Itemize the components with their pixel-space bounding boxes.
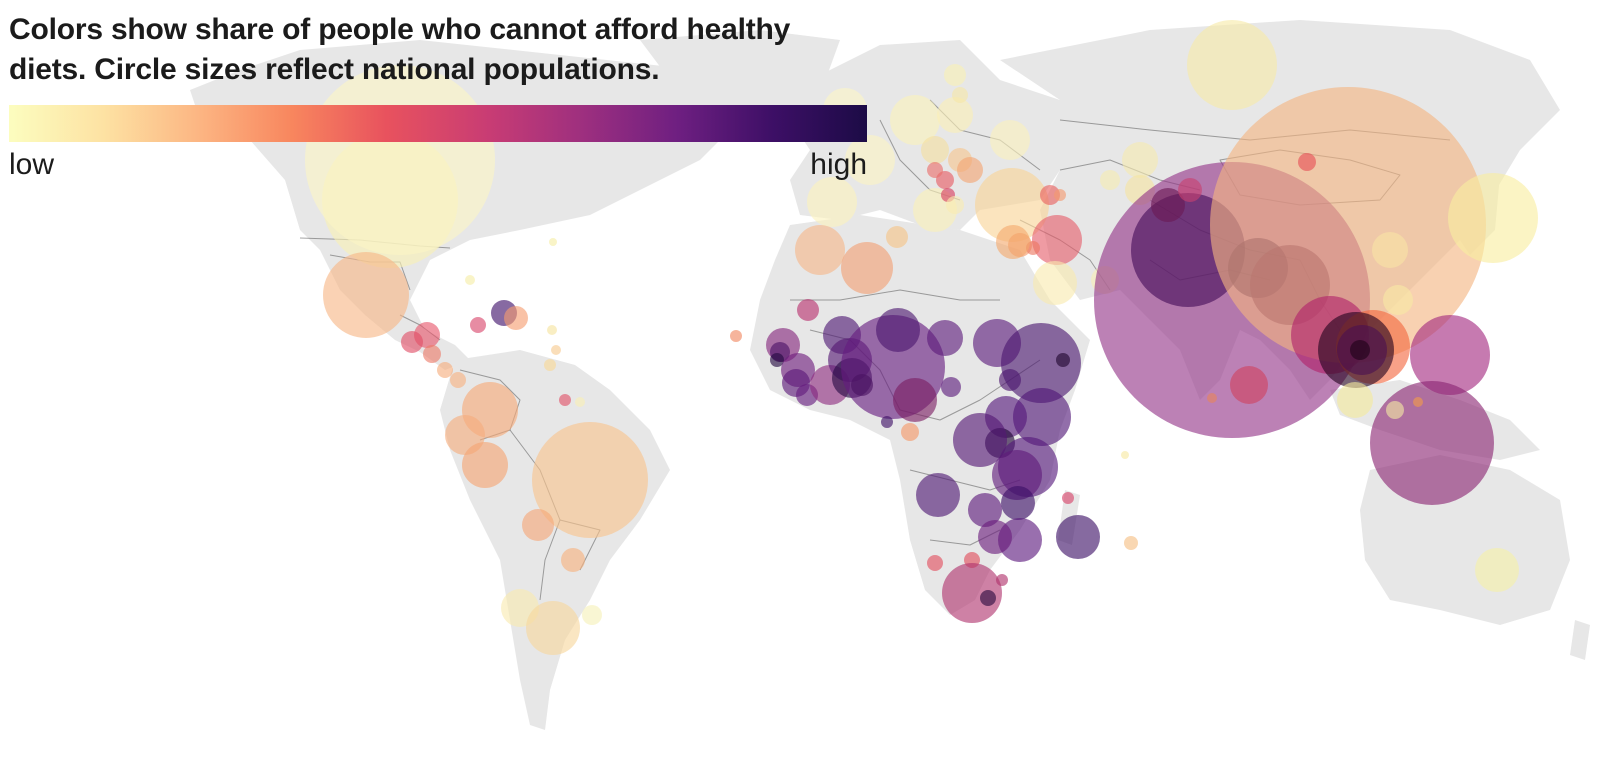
bubble-small-caribbean-1 xyxy=(547,325,557,335)
bubble-malawi xyxy=(1001,486,1035,520)
bubble-germany xyxy=(890,95,940,145)
bubble-morocco xyxy=(795,225,845,275)
new-zealand-landmass xyxy=(1570,620,1590,660)
border-africa-north xyxy=(790,289,1000,301)
bubble-uruguay xyxy=(582,605,602,625)
bubble-malaysia xyxy=(1337,382,1373,418)
bubble-namibia xyxy=(927,555,943,571)
bubble-turkmenistan xyxy=(1100,170,1120,190)
bubble-comoros xyxy=(1062,492,1074,504)
bubble-philippines xyxy=(1410,315,1490,395)
bubble-syria xyxy=(1032,215,1082,265)
bubble-dominican-republic xyxy=(504,306,528,330)
bubble-niger xyxy=(876,308,920,352)
bubble-argentina xyxy=(526,601,580,655)
bubble-lesotho xyxy=(980,590,996,606)
legend-title-line-1: Colors show share of people who cannot a… xyxy=(9,13,791,46)
bubble-greece xyxy=(946,196,964,214)
bubble-tajikistan xyxy=(1178,178,1202,202)
bubble-south-africa xyxy=(942,563,1002,623)
bubble-bolivia xyxy=(561,548,585,572)
bubble-lebanon xyxy=(1040,185,1060,205)
bubble-eswatini xyxy=(996,574,1008,586)
bubble-brazil xyxy=(532,422,648,538)
bubble-china xyxy=(1210,87,1486,363)
bubble-tanzania xyxy=(992,450,1042,500)
bubble-russia xyxy=(1187,20,1277,110)
legend-high-label: high xyxy=(810,148,867,181)
bubble-korea-north xyxy=(1372,232,1408,268)
bubble-zimbabwe xyxy=(978,520,1012,554)
bubble-eritrea xyxy=(1056,353,1070,367)
legend-title-line-2: diets. Circle sizes reflect national pop… xyxy=(9,53,660,86)
bubble-timor xyxy=(1413,397,1423,407)
bubble-peru xyxy=(522,509,554,541)
bubble-spain xyxy=(807,177,857,227)
bubble-bosnia xyxy=(927,162,943,178)
bubble-small-caribbean-3 xyxy=(544,359,556,371)
bubble-romania xyxy=(957,157,983,183)
bubble-panama xyxy=(450,372,466,388)
bubble-jamaica xyxy=(470,317,486,333)
bubble-saudi-arabia xyxy=(1033,261,1077,305)
bubble-czech xyxy=(921,136,949,164)
bubble-france xyxy=(845,135,895,185)
bubble-cape-verde xyxy=(730,330,742,342)
bubble-nicaragua xyxy=(423,345,441,363)
bubble-gabon xyxy=(901,423,919,441)
bubble-sri-lanka xyxy=(1230,366,1268,404)
bubble-baltic xyxy=(952,87,968,103)
bubble-costa-rica xyxy=(437,362,453,378)
bubble-small-caribbean-2 xyxy=(551,345,561,355)
bubble-cameroon xyxy=(893,378,937,422)
bubble-equatorial-guinea xyxy=(881,416,893,428)
bubble-mexico xyxy=(323,252,409,338)
bubble-jordan xyxy=(1054,189,1066,201)
color-scale-bar xyxy=(9,105,867,142)
bubble-japan xyxy=(1448,173,1538,263)
bubble-ukraine xyxy=(990,120,1030,160)
bubble-central-african-rep xyxy=(941,377,961,397)
color-legend: Colors show share of people who cannot a… xyxy=(9,10,869,190)
bubble-guinea-bissau xyxy=(770,353,784,367)
bubble-ethiopia xyxy=(1001,323,1081,403)
bubble-cuba xyxy=(465,275,475,285)
bubble-zambia xyxy=(968,493,1002,527)
bubble-suriname xyxy=(575,397,585,407)
bubble-dr-congo xyxy=(953,413,1007,467)
bubble-scandinavia xyxy=(944,64,966,86)
bubble-australia xyxy=(1475,548,1519,592)
bubble-turkey xyxy=(975,168,1049,242)
bubble-afghanistan xyxy=(1151,188,1185,222)
bubble-egypt xyxy=(996,225,1030,259)
bubble-korea-south xyxy=(1383,285,1413,315)
bubble-mauritius xyxy=(1124,536,1138,550)
bubble-indonesia xyxy=(1370,381,1494,505)
bubble-angola xyxy=(916,473,960,517)
bubble-tunisia xyxy=(886,226,908,248)
bubble-kazakhstan xyxy=(1122,142,1158,178)
bubble-algeria xyxy=(841,242,893,294)
population-bubbles xyxy=(305,20,1538,655)
bubble-cambodia xyxy=(1350,340,1370,360)
bubble-reunion xyxy=(1121,451,1129,459)
bubble-mongolia xyxy=(1298,153,1316,171)
bubble-bhutan xyxy=(1207,393,1217,403)
bubble-papua-new-guinea xyxy=(1386,401,1404,419)
bubble-poland xyxy=(937,97,973,133)
bubble-mauritania xyxy=(797,299,819,321)
bubble-madagascar xyxy=(1056,515,1100,559)
bubble-chad xyxy=(927,320,963,356)
bubble-somalia xyxy=(1013,388,1071,446)
bubble-ecuador xyxy=(462,442,508,488)
legend-title: Colors show share of people who cannot a… xyxy=(9,10,869,90)
legend-low-label: low xyxy=(9,148,55,181)
bubble-guyana xyxy=(559,394,571,406)
bubble-honduras xyxy=(401,331,423,353)
bubble-guadeloupe xyxy=(549,238,557,246)
